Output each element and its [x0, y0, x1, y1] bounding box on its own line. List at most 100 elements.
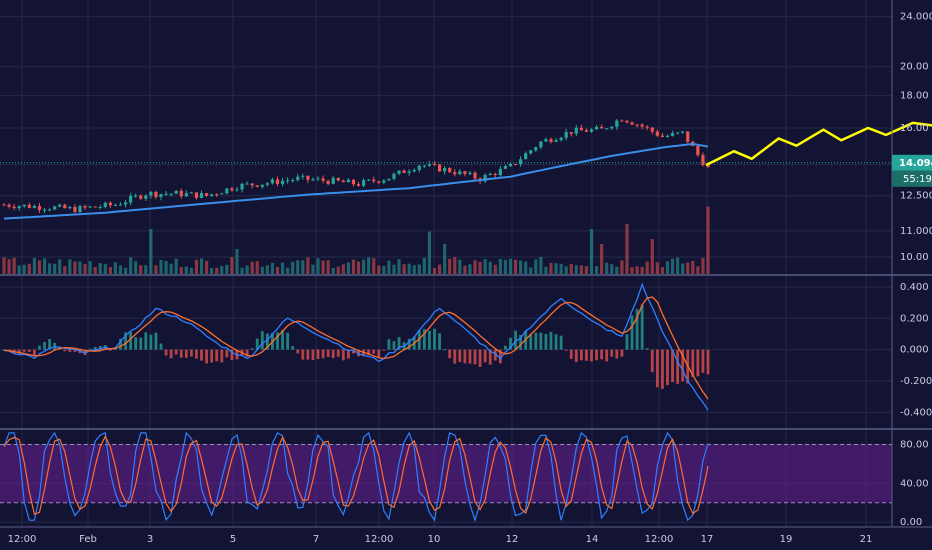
- candle-body: [118, 204, 123, 206]
- candle-body: [473, 172, 477, 179]
- candle-body: [670, 133, 675, 136]
- candle-body: [194, 192, 199, 198]
- macd-histogram-bar: [539, 332, 543, 350]
- macd-histogram-bar: [433, 328, 436, 350]
- macd-histogram-bar: [448, 349, 452, 359]
- volume-bar: [554, 263, 558, 274]
- macd-histogram-bar: [554, 334, 558, 350]
- candle-body: [519, 159, 523, 165]
- time-tick-label: 12:00: [8, 534, 37, 545]
- volume-bar: [534, 259, 538, 274]
- volume-bar: [225, 264, 229, 274]
- macd-histogram-bar: [534, 332, 538, 350]
- candle-body: [174, 190, 178, 194]
- macd-histogram-bar: [134, 337, 138, 350]
- time-tick-label: 19: [780, 534, 793, 545]
- volume-bar: [230, 257, 234, 274]
- candle-body: [412, 170, 416, 172]
- axis-labels: 24.00020.0018.0016.0014.0012.50011.00010…: [8, 12, 932, 545]
- macd-histogram-bar: [645, 348, 649, 350]
- volume-bar: [681, 263, 685, 274]
- volume-bar: [235, 249, 239, 274]
- candle-body: [574, 127, 578, 134]
- candle-body: [12, 206, 16, 209]
- candle-body: [17, 206, 21, 209]
- macd-histogram-bar: [549, 331, 553, 350]
- macd-tick-label: -0.400: [900, 407, 932, 418]
- macd-histogram-bar: [2, 349, 6, 351]
- macd-histogram-bar: [200, 349, 203, 361]
- volume-bar: [437, 264, 442, 274]
- volume-bar: [93, 266, 97, 274]
- projection-line: [705, 121, 932, 166]
- volume-bar: [296, 260, 300, 274]
- candle-body: [620, 120, 624, 122]
- volume-bar: [367, 257, 371, 274]
- volume-bar: [194, 259, 199, 274]
- countdown-label: 55:19: [903, 174, 932, 185]
- macd-histogram-bar: [139, 337, 143, 350]
- macd-histogram-bar: [579, 349, 583, 361]
- volume-bar: [98, 263, 102, 274]
- macd-histogram-bar: [478, 349, 482, 367]
- macd-histogram-bar: [372, 349, 376, 354]
- candle-body: [443, 168, 447, 172]
- volume-bar: [311, 264, 315, 274]
- volume-bar: [498, 259, 502, 274]
- volume-bar: [402, 264, 406, 274]
- candle-body: [42, 209, 47, 211]
- volume-bar: [83, 264, 87, 274]
- volume-bar: [615, 266, 619, 274]
- candle-body: [37, 205, 42, 210]
- volume-bar: [407, 263, 411, 274]
- stoch-tick-label: 0.00: [900, 517, 922, 528]
- volume-bar: [361, 259, 366, 274]
- candle-body: [22, 204, 26, 207]
- volume-bar: [255, 261, 259, 274]
- candle-body: [468, 172, 472, 175]
- volume-bar: [701, 257, 705, 274]
- macd-histogram-bar: [650, 349, 654, 373]
- candle-body: [463, 171, 467, 175]
- stochastic-d-line: [3, 435, 709, 516]
- volume-bar: [154, 265, 158, 274]
- macd-histogram-bar: [610, 349, 614, 357]
- candle-body: [230, 188, 234, 191]
- macd-histogram-bar: [311, 349, 315, 361]
- macd-histogram-bar: [159, 343, 163, 350]
- volume-bar: [159, 260, 163, 274]
- volume-bar: [245, 265, 249, 274]
- candle-body: [336, 177, 340, 181]
- volume-bar: [250, 261, 254, 274]
- candle-body: [367, 179, 371, 181]
- macd-histogram-bar: [68, 349, 72, 352]
- candle-body: [103, 202, 107, 207]
- macd-histogram-bar: [331, 349, 335, 359]
- volume-bar: [22, 264, 26, 274]
- time-tick-label: 21: [860, 534, 873, 545]
- macd-histogram-bar: [144, 332, 148, 350]
- volume-bar: [372, 258, 376, 274]
- macd-histogram-bar: [382, 349, 386, 351]
- macd-histogram-bar: [347, 349, 350, 359]
- candle-body: [255, 185, 259, 187]
- price-tick-label: 12.500: [900, 191, 932, 202]
- candle-body: [513, 163, 518, 165]
- candle-body: [448, 168, 452, 173]
- macd-histogram-bar: [397, 337, 401, 350]
- macd-histogram-bar: [676, 349, 680, 384]
- macd-histogram-bar: [367, 349, 371, 356]
- time-tick-label: 14: [586, 534, 599, 545]
- candle-body: [129, 195, 133, 203]
- volume-bar: [443, 244, 447, 274]
- macd-histogram-bar: [184, 349, 188, 358]
- volume-bar: [108, 267, 112, 274]
- moving-average-line: [3, 142, 709, 220]
- candle-body: [204, 193, 209, 196]
- volume-bar: [640, 266, 644, 274]
- candle-body: [250, 183, 254, 186]
- candle-body: [594, 126, 599, 130]
- candle-body: [635, 124, 639, 126]
- macd-histogram-bar: [569, 349, 573, 359]
